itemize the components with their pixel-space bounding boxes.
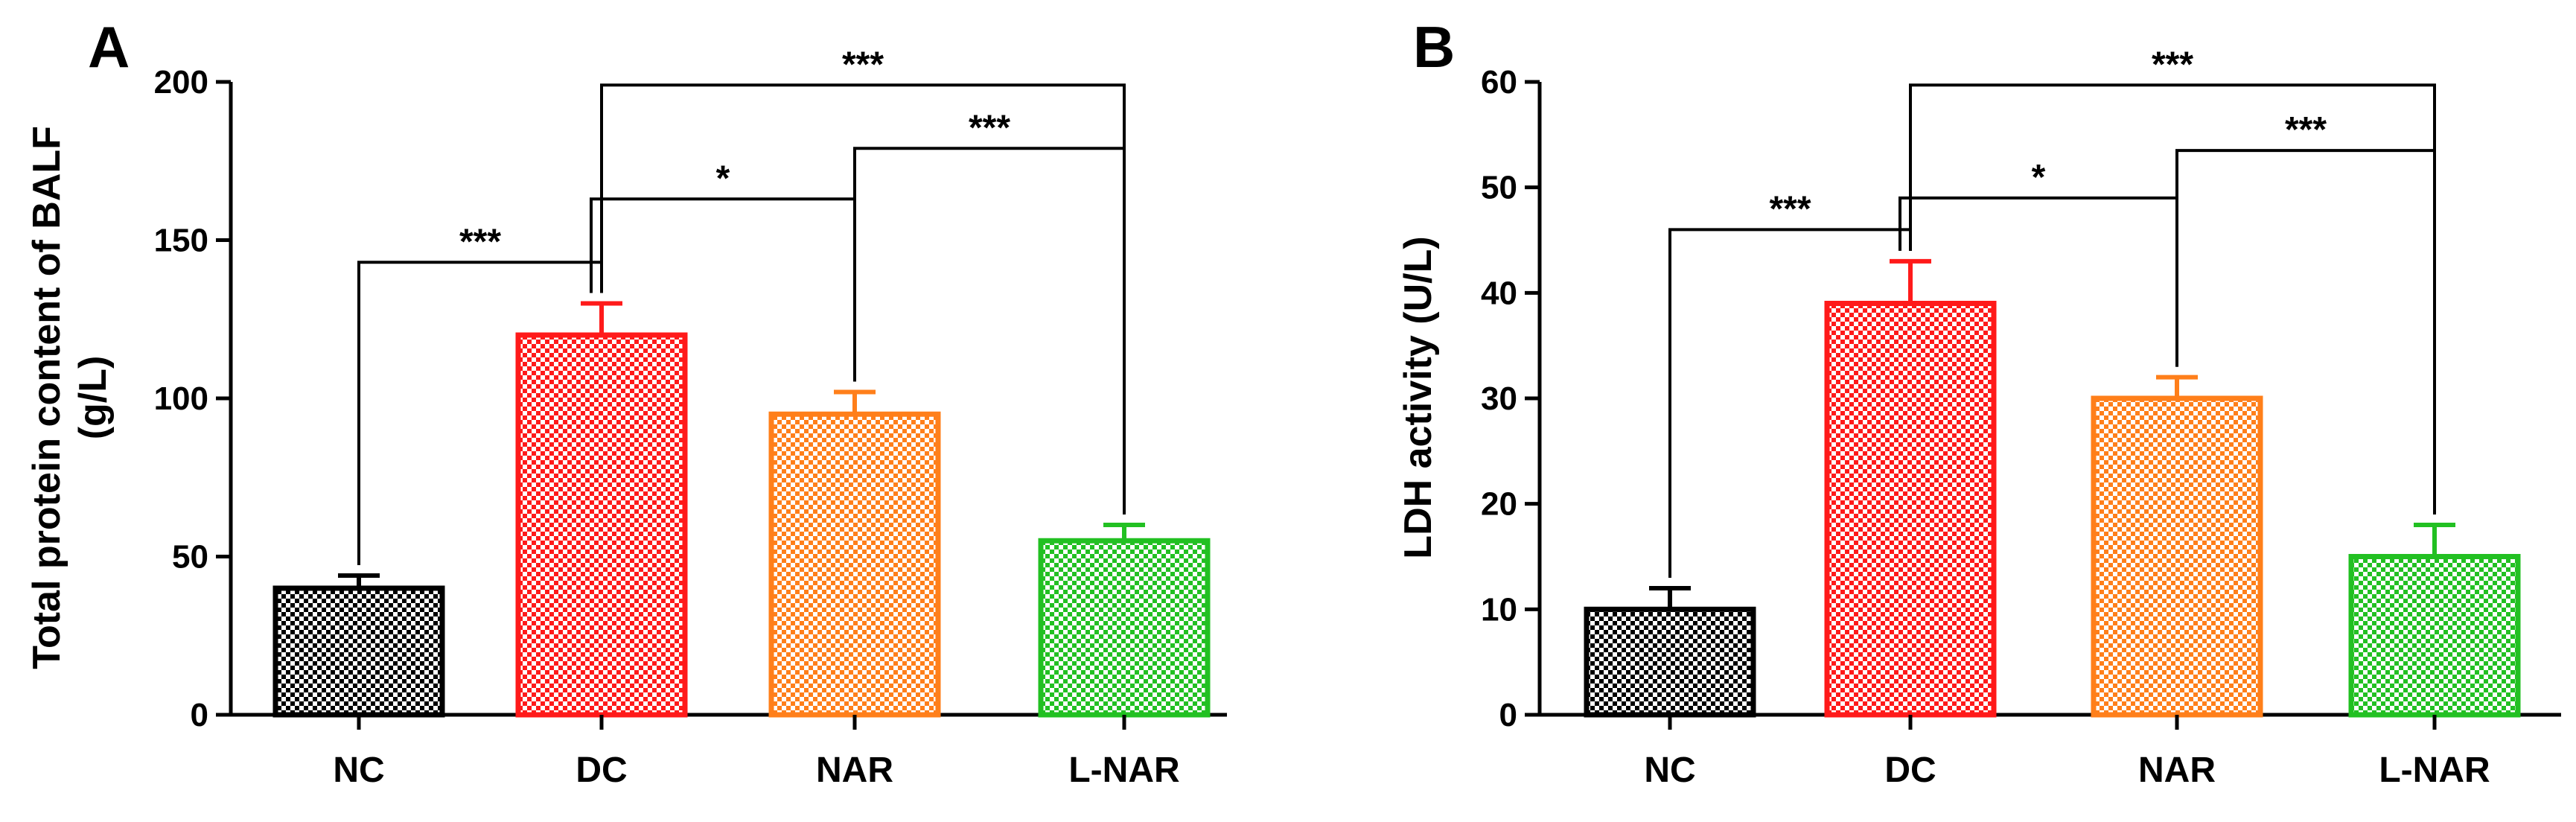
y-tick-label: 30 — [1481, 380, 1517, 417]
panel-letter: B — [1413, 14, 1455, 80]
y-axis-title-line-2: (g/L) — [71, 356, 115, 440]
y-tick-label: 50 — [1481, 170, 1517, 206]
bar-nar — [768, 411, 941, 718]
significance-bracket — [600, 83, 1126, 514]
significance-label: *** — [2152, 45, 2193, 84]
y-tick-label: 20 — [1481, 486, 1517, 523]
bar-l-nar — [2348, 554, 2521, 718]
panel-b: B LDH activity (U/L) 0 10 20 30 40 50 60 NC DC NA… — [1397, 14, 2561, 790]
significance-label: *** — [842, 45, 884, 84]
panel-a: A Total protein content of BALF (g/L) 0 5… — [25, 14, 1227, 790]
y-tick-label: 40 — [1481, 275, 1517, 311]
y-tick-label: 150 — [154, 223, 208, 259]
bar-nar — [2091, 395, 2263, 718]
bar-dc — [515, 332, 688, 718]
x-tick-label: NAR — [816, 751, 893, 790]
bar-dc — [1824, 301, 1997, 718]
significance-label: *** — [459, 222, 501, 261]
y-tick-label: 10 — [1481, 591, 1517, 628]
y-axis-title-line-1: Total protein content of BALF — [25, 126, 68, 669]
y-tick-label: 100 — [154, 380, 208, 417]
x-tick-label: NC — [333, 751, 384, 790]
x-tick-label: L-NAR — [1068, 751, 1179, 790]
x-tick-label: DC — [1884, 751, 1936, 790]
significance-label: *** — [1769, 189, 1811, 229]
bar-nc — [1584, 606, 1756, 718]
y-tick-label: 0 — [1499, 697, 1517, 733]
significance-label: * — [2032, 158, 2046, 197]
x-tick-label: NC — [1644, 751, 1695, 790]
y-tick-label: 60 — [1481, 64, 1517, 101]
y-tick-label: 200 — [154, 64, 208, 101]
y-axis-title-line-1: LDH activity (U/L) — [1397, 236, 1440, 558]
x-tick-label: DC — [576, 751, 627, 790]
x-tick-label: NAR — [2138, 751, 2216, 790]
panel-letter: A — [88, 14, 130, 80]
y-tick-label: 50 — [172, 539, 208, 576]
significance-label: *** — [969, 108, 1010, 147]
significance-label: *** — [2285, 110, 2327, 150]
x-tick-label: L-NAR — [2379, 751, 2490, 790]
significance-label: * — [716, 159, 730, 198]
bar-l-nar — [1038, 538, 1211, 718]
significance-bracket — [1909, 83, 2436, 514]
y-tick-label: 0 — [191, 697, 208, 733]
bar-nc — [272, 585, 445, 718]
